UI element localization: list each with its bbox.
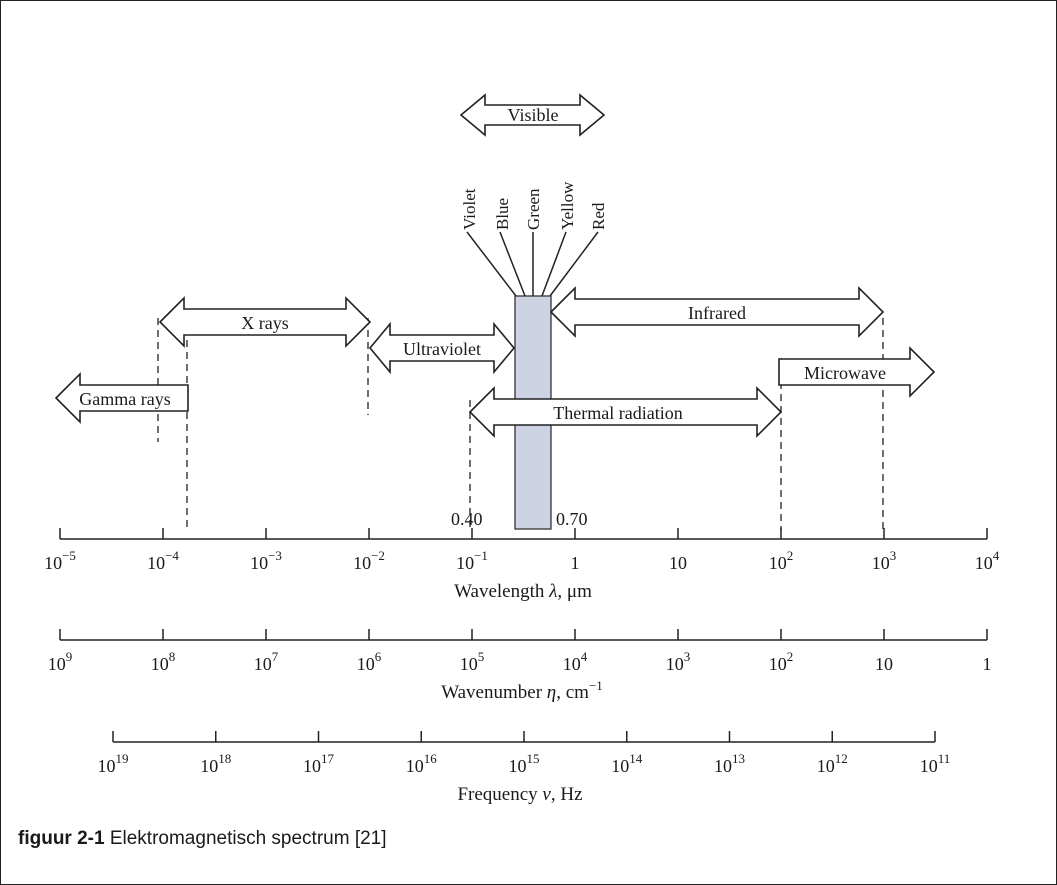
wavenumber-tick-label: 107 <box>254 649 279 674</box>
frequency-tick-label: 1012 <box>817 751 848 776</box>
ultraviolet-label: Ultraviolet <box>403 339 481 359</box>
wavelength-tick-label: 10−4 <box>147 548 179 573</box>
wavelength-tick-label: 10 <box>669 553 687 573</box>
wavenumber-tick-labels: 109 108 107 106 105 104 103 102 10 1 <box>48 649 992 674</box>
boundary-dashes <box>157 318 884 530</box>
infrared-label: Infrared <box>688 303 746 323</box>
color-label-green: Green <box>524 188 543 230</box>
wavenumber-axis-title: Wavenumber η, cm−1 <box>441 678 603 703</box>
color-labels: Violet Blue Green Yellow Red <box>460 181 608 230</box>
frequency-tick-label: 1014 <box>611 751 643 776</box>
wavenumber-tick-label: 1 <box>983 654 992 674</box>
color-leader-lines <box>466 231 599 297</box>
x-rays-label: X rays <box>241 313 289 333</box>
microwave-arrow: Microwave <box>778 346 936 398</box>
gamma-rays-arrow: Gamma rays <box>54 372 189 424</box>
frequency-tick-label: 1013 <box>714 751 745 776</box>
microwave-label: Microwave <box>804 363 886 383</box>
wavelength-ticks <box>59 528 988 539</box>
wavenumber-axis: 109 108 107 106 105 104 103 102 10 1 Wavenumber η… <box>48 629 992 703</box>
wavenumber-tick-label: 106 <box>357 649 382 674</box>
frequency-ticks <box>112 731 936 742</box>
thermal-radiation-arrow: Thermal radiation <box>468 386 783 438</box>
wavelength-axis: 10−5 10−4 10−3 10−2 10−1 1 10 102 103 104 Wavelen… <box>44 528 1000 602</box>
frequency-tick-label: 1019 <box>98 751 129 776</box>
color-label-violet: Violet <box>460 188 479 230</box>
figure-caption-text: Elektromagnetisch spectrum [21] <box>109 828 387 849</box>
wavenumber-tick-label: 103 <box>666 649 691 674</box>
visible-upper-limit: 0.70 <box>556 509 588 529</box>
wavenumber-tick-label: 10 <box>875 654 893 674</box>
color-label-yellow: Yellow <box>558 181 577 230</box>
color-label-red: Red <box>589 202 608 230</box>
figure-caption-label: figuur 2-1 <box>18 828 105 849</box>
wavenumber-ticks <box>59 629 988 640</box>
infrared-arrow: Infrared <box>549 286 885 338</box>
wavelength-tick-label: 102 <box>769 548 794 573</box>
frequency-tick-label: 1015 <box>509 751 540 776</box>
wavelength-tick-label: 104 <box>975 548 1000 573</box>
wavelength-tick-label: 103 <box>872 548 897 573</box>
wavenumber-tick-label: 104 <box>563 649 588 674</box>
wavelength-tick-label: 10−2 <box>353 548 385 573</box>
color-label-blue: Blue <box>493 198 512 230</box>
wavenumber-tick-label: 109 <box>48 649 73 674</box>
frequency-tick-label: 1018 <box>200 751 231 776</box>
wavelength-tick-label: 1 <box>571 553 580 573</box>
wavenumber-tick-label: 102 <box>769 649 794 674</box>
frequency-tick-label: 1016 <box>406 751 438 776</box>
wavelength-tick-label: 10−1 <box>456 548 488 573</box>
frequency-tick-label: 1017 <box>303 751 335 776</box>
wavelength-tick-labels: 10−5 10−4 10−3 10−2 10−1 1 10 102 103 104 <box>44 548 1000 573</box>
frequency-tick-labels: 1019 1018 1017 1016 1015 1014 1013 1012 1011 <box>98 751 951 776</box>
frequency-axis-title: Frequency ν, Hz <box>457 784 582 805</box>
frequency-tick-label: 1011 <box>920 751 951 776</box>
wavelength-tick-label: 10−3 <box>250 548 282 573</box>
visible-lower-limit: 0.40 <box>451 509 483 529</box>
thermal-radiation-label: Thermal radiation <box>553 403 682 423</box>
wavenumber-tick-label: 108 <box>151 649 176 674</box>
wavelength-tick-label: 10−5 <box>44 548 76 573</box>
figure-caption: figuur 2-1 Elektromagnetisch spectrum [2… <box>18 828 387 850</box>
frequency-axis: 1019 1018 1017 1016 1015 1014 1013 1012 1011 Fre… <box>98 731 951 805</box>
x-rays-arrow: X rays <box>158 296 372 348</box>
wavelength-axis-title: Wavelength λ, μm <box>454 581 592 602</box>
gamma-rays-label: Gamma rays <box>79 389 170 409</box>
ultraviolet-arrow: Ultraviolet <box>368 321 516 375</box>
wavenumber-tick-label: 105 <box>460 649 485 674</box>
visible-arrow: Visible <box>459 93 606 137</box>
visible-label: Visible <box>508 105 559 125</box>
